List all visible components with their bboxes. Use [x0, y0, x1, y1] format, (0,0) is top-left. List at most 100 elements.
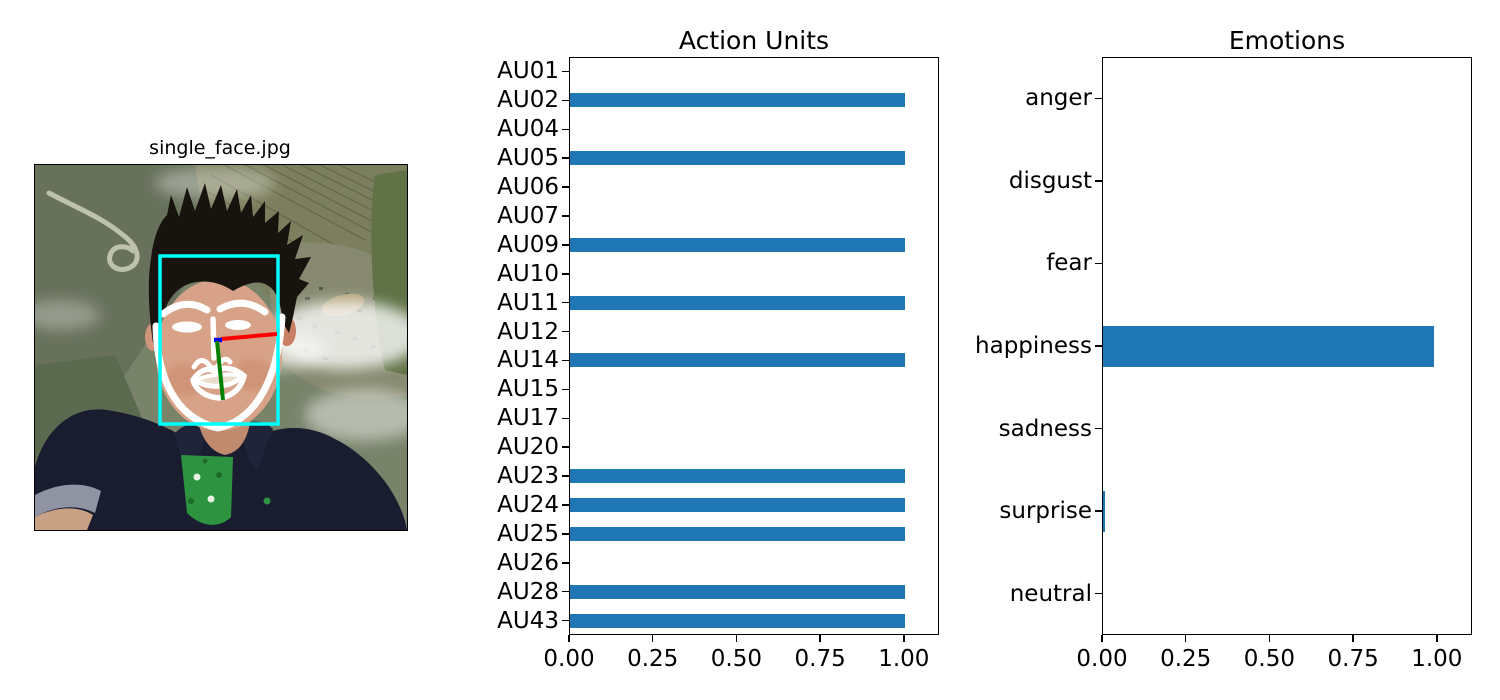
x-tick-mark [568, 635, 570, 642]
y-tick-label: happiness [975, 333, 1092, 359]
y-tick-label: AU01 [497, 58, 559, 85]
y-tick-mark [562, 417, 569, 419]
y-tick-label: AU43 [497, 607, 559, 634]
x-tick-mark [735, 635, 738, 642]
y-tick-label: AU09 [497, 231, 559, 258]
bar-AU24 [570, 497, 905, 512]
y-tick-label: sadness [998, 415, 1092, 442]
face-landmarks [152, 299, 286, 432]
right-eyebrow [216, 299, 269, 316]
pose-axis-x [220, 332, 278, 341]
x-tick-mark [651, 635, 654, 642]
y-tick-label: AU20 [497, 434, 559, 461]
y-tick-mark [562, 619, 569, 622]
x-tick-label: 0.75 [1327, 646, 1379, 672]
face-bounding-box [158, 254, 280, 426]
shirt-logo [263, 497, 271, 505]
image-title: single_face.jpg [149, 137, 291, 159]
y-tick-label: neutral [1009, 580, 1092, 607]
y-tick-mark [562, 70, 569, 73]
y-tick-mark [562, 475, 569, 477]
hair [148, 183, 311, 343]
bar-AU11 [570, 295, 905, 310]
y-tick-mark [562, 215, 569, 217]
y-tick-label: AU06 [497, 174, 559, 201]
y-tick-label: AU15 [497, 376, 559, 403]
y-tick-mark [562, 99, 569, 102]
y-tick-mark [562, 301, 569, 304]
x-tick-mark [1268, 635, 1271, 642]
y-tick-mark [562, 590, 569, 593]
y-tick-label: AU02 [497, 87, 559, 114]
chart-title: Emotions [1228, 26, 1346, 55]
left-eyebrow [159, 300, 211, 318]
y-tick-mark [1095, 427, 1102, 430]
left-eye [172, 321, 202, 333]
mouth-outer [190, 365, 248, 401]
y-tick-mark [562, 186, 569, 188]
pose-axis-y [215, 340, 225, 401]
y-tick-mark [1095, 345, 1102, 347]
x-tick-mark [1184, 635, 1187, 642]
y-tick-label: AU14 [497, 347, 559, 374]
x-tick-label: 0.75 [794, 646, 846, 672]
x-tick-label: 0.00 [1076, 646, 1128, 672]
x-tick-mark [819, 635, 821, 642]
x-tick-label: 0.25 [627, 646, 679, 672]
x-tick-label: 1.00 [878, 646, 930, 672]
y-tick-label: AU04 [497, 116, 559, 143]
x-tick-mark [1352, 635, 1354, 642]
right-eye [225, 320, 251, 330]
x-tick-label: 0.00 [543, 646, 595, 672]
annotated-face-image [35, 165, 407, 530]
y-tick-mark [562, 157, 569, 159]
y-tick-label: disgust [1008, 167, 1092, 194]
bar-AU05 [570, 151, 905, 166]
mouth-inner-lower [194, 374, 244, 389]
y-tick-label: AU05 [497, 145, 559, 172]
bar-AU09 [570, 237, 905, 252]
collar-right [241, 421, 273, 471]
clouds [35, 167, 407, 441]
x-tick-label: 1.00 [1411, 646, 1463, 672]
bar-surprise [1103, 490, 1105, 532]
y-tick-mark [562, 273, 569, 275]
y-tick-mark [562, 128, 569, 130]
y-tick-label: surprise [999, 498, 1092, 525]
bar-happiness [1103, 325, 1435, 367]
bar-AU02 [570, 93, 905, 108]
x-tick-mark [1101, 635, 1103, 642]
y-tick-label: fear [1046, 250, 1092, 277]
y-tick-mark [1095, 592, 1102, 595]
y-tick-mark [562, 562, 569, 564]
y-tick-mark [1095, 97, 1102, 100]
y-tick-mark [1095, 262, 1102, 265]
mountain-trail [46, 190, 140, 272]
bar-AU25 [570, 526, 905, 541]
y-tick-label: AU23 [497, 463, 559, 490]
inner-shirt-green [181, 455, 233, 525]
photo-panel [34, 164, 408, 531]
y-tick-label: AU17 [497, 405, 559, 432]
y-tick-label: AU07 [497, 202, 559, 229]
y-tick-label: anger [1025, 85, 1092, 112]
y-tick-label: AU25 [497, 520, 559, 547]
bar-AU14 [570, 353, 905, 368]
x-tick-mark [1436, 635, 1438, 642]
y-tick-mark [562, 446, 569, 448]
y-tick-label: AU24 [497, 491, 559, 518]
bar-AU23 [570, 469, 905, 484]
bar-AU43 [570, 613, 905, 628]
x-tick-label: 0.50 [1243, 646, 1296, 672]
y-tick-label: AU26 [497, 549, 559, 576]
y-tick-label: AU12 [497, 318, 559, 345]
nose-bridge [210, 316, 217, 361]
forearm [35, 508, 93, 530]
pose-axes [214, 332, 278, 401]
bar-AU28 [570, 584, 905, 599]
x-tick-label: 0.50 [710, 646, 763, 672]
collar-left [175, 423, 207, 475]
y-tick-mark [562, 504, 569, 506]
x-tick-label: 0.25 [1160, 646, 1212, 672]
y-tick-mark [562, 533, 569, 535]
